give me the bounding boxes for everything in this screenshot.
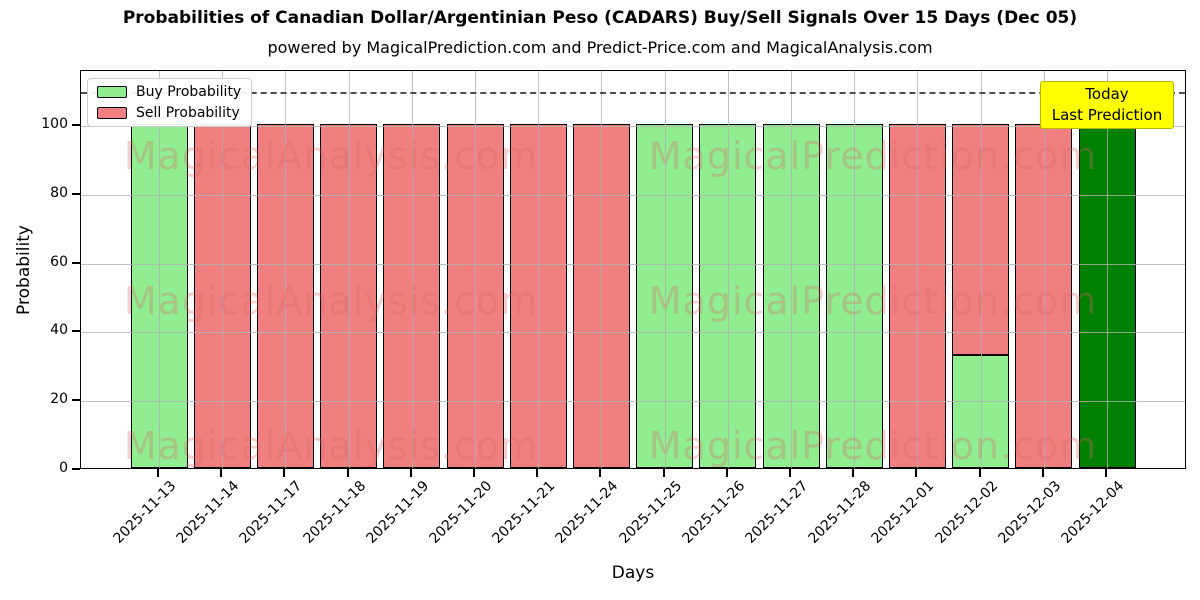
x-tick-label: 2025-11-14 <box>173 478 243 547</box>
horizontal-gridline <box>81 126 1185 128</box>
y-tick-mark <box>72 124 80 127</box>
vertical-gridline <box>1043 71 1045 468</box>
today-annotation-line2: Last Prediction <box>1051 106 1163 124</box>
x-tick-label: 2025-11-28 <box>805 478 875 547</box>
legend-item-sell: Sell Probability <box>97 105 241 121</box>
chart-title: Probabilities of Canadian Dollar/Argenti… <box>122 8 1078 28</box>
x-tick-mark <box>725 469 728 477</box>
legend-label-sell: Sell Probability <box>136 105 240 121</box>
x-tick-mark <box>536 469 539 477</box>
legend: Buy Probability Sell Probability <box>87 78 253 127</box>
x-tick-mark <box>1041 469 1044 477</box>
x-tick-label: 2025-11-19 <box>363 478 433 547</box>
x-tick-mark <box>662 469 665 477</box>
x-tick-label: 2025-11-20 <box>426 478 496 547</box>
x-tick-label: 2025-11-13 <box>110 478 180 547</box>
threshold-dashed-line <box>81 91 1185 94</box>
x-tick-label: 2025-12-04 <box>1058 478 1128 547</box>
y-tick-label: 100 <box>41 116 68 133</box>
legend-item-buy: Buy Probability <box>97 84 241 100</box>
vertical-gridline <box>348 71 350 468</box>
vertical-gridline <box>538 71 540 468</box>
y-tick-label: 20 <box>50 391 68 408</box>
x-tick-label: 2025-11-26 <box>679 478 749 547</box>
legend-label-buy: Buy Probability <box>136 84 242 100</box>
horizontal-gridline <box>81 194 1185 196</box>
vertical-gridline <box>1107 71 1108 468</box>
x-tick-mark <box>157 469 159 477</box>
vertical-gridline <box>285 71 287 468</box>
y-tick-label: 60 <box>50 253 68 270</box>
x-tick-mark <box>978 469 981 477</box>
x-tick-label: 2025-11-18 <box>300 478 369 547</box>
x-tick-mark <box>1105 469 1107 477</box>
x-tick-mark <box>599 469 602 477</box>
y-axis-label: Probability <box>14 225 34 315</box>
y-tick-mark <box>72 399 80 402</box>
vertical-gridline <box>601 71 603 468</box>
y-tick-label: 80 <box>50 184 68 201</box>
x-tick-mark <box>915 469 918 477</box>
x-tick-label: 2025-11-21 <box>489 478 559 547</box>
x-tick-mark <box>283 469 286 477</box>
chart-subtitle: powered by MagicalPrediction.com and Pre… <box>267 38 933 57</box>
y-tick-mark <box>72 468 80 470</box>
x-tick-mark <box>220 469 223 477</box>
plot-area: MagicalAnalysis.com MagicalPrediction.com… <box>80 70 1186 469</box>
vertical-gridline <box>791 71 792 468</box>
x-tick-mark <box>473 469 475 477</box>
vertical-gridline <box>411 71 413 468</box>
x-tick-mark <box>346 469 349 477</box>
legend-swatch-sell-icon <box>97 107 127 119</box>
x-tick-label: 2025-11-27 <box>742 478 812 547</box>
x-tick-mark <box>409 469 412 477</box>
x-tick-label: 2025-11-24 <box>552 478 622 547</box>
y-tick-mark <box>72 330 80 333</box>
x-axis-label: Days <box>611 563 655 583</box>
vertical-gridline <box>222 71 224 468</box>
x-tick-label: 2025-12-01 <box>868 478 938 547</box>
vertical-gridline <box>727 71 729 468</box>
vertical-gridline <box>664 71 666 468</box>
vertical-gridline <box>159 71 160 468</box>
vertical-gridline <box>475 71 476 468</box>
vertical-gridline <box>980 71 982 468</box>
x-tick-mark <box>789 469 791 477</box>
horizontal-gridline <box>81 401 1185 403</box>
y-tick-mark <box>72 192 80 195</box>
today-annotation-line1: Today <box>1085 85 1129 103</box>
y-tick-label: 40 <box>50 322 68 339</box>
vertical-gridline <box>854 71 856 468</box>
vertical-gridline <box>917 71 919 468</box>
x-tick-label: 2025-12-03 <box>995 478 1065 547</box>
today-annotation-box: Today Last Prediction <box>1040 81 1174 129</box>
horizontal-gridline <box>81 263 1185 265</box>
y-tick-mark <box>72 261 80 264</box>
x-tick-mark <box>852 469 855 477</box>
x-tick-label: 2025-11-17 <box>236 478 306 547</box>
horizontal-gridline <box>81 332 1185 334</box>
y-tick-label: 0 <box>59 460 68 476</box>
x-tick-label: 2025-12-02 <box>932 478 1001 547</box>
legend-swatch-buy-icon <box>97 86 127 98</box>
